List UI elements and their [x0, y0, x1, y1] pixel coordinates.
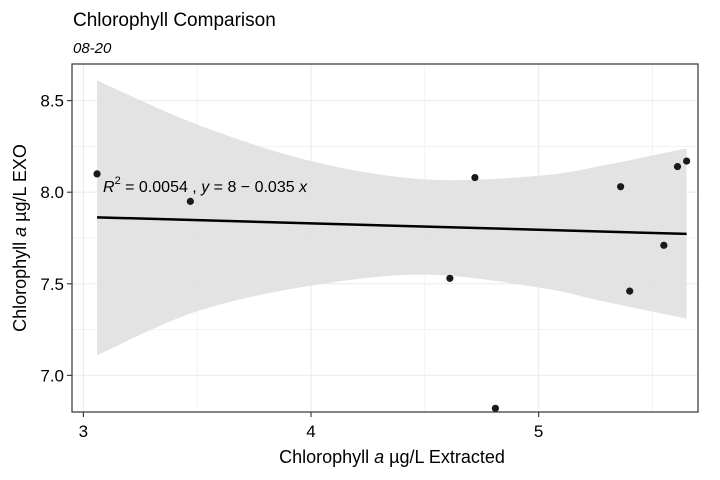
chart-title: Chlorophyll Comparison — [73, 10, 276, 31]
plot-border — [71, 63, 699, 413]
data-point — [471, 173, 479, 182]
y-tick-label: 7.5 — [40, 275, 64, 294]
regression-annotation: R2 = 0.0054 , y = 8 − 0.035 x — [103, 175, 308, 196]
x-axis-label: Chlorophyll a µg/L Extracted — [279, 447, 505, 467]
y-tick-label: 8.0 — [40, 183, 64, 202]
y-tick-label: 7.0 — [40, 366, 64, 385]
y-axis-label: Chlorophyll a µg/L EXO — [10, 144, 30, 332]
data-point — [617, 183, 625, 191]
data-point — [93, 170, 101, 178]
equation-value: 8 − 0.035 — [227, 179, 294, 196]
data-point — [186, 197, 194, 205]
chart-subtitle: 08-20 — [73, 40, 112, 57]
data-point — [660, 241, 668, 249]
regression-line — [97, 216, 687, 236]
x-tick-label: 5 — [534, 422, 543, 441]
data-point — [683, 157, 691, 165]
x-tick-label: 3 — [79, 422, 88, 441]
data-point — [626, 287, 634, 295]
x-axis-ticks: 3 4 5 — [79, 412, 543, 441]
data-point — [446, 274, 454, 282]
data-point — [491, 404, 500, 412]
y-tick-label: 8.5 — [40, 92, 64, 111]
data-points — [93, 157, 691, 412]
y-axis-ticks: 7.0 7.5 8.0 8.5 — [40, 92, 72, 385]
data-point — [673, 162, 682, 171]
r-squared-value: 0.0054 — [139, 179, 188, 196]
x-tick-label: 4 — [306, 422, 315, 441]
confidence-band — [97, 80, 687, 356]
